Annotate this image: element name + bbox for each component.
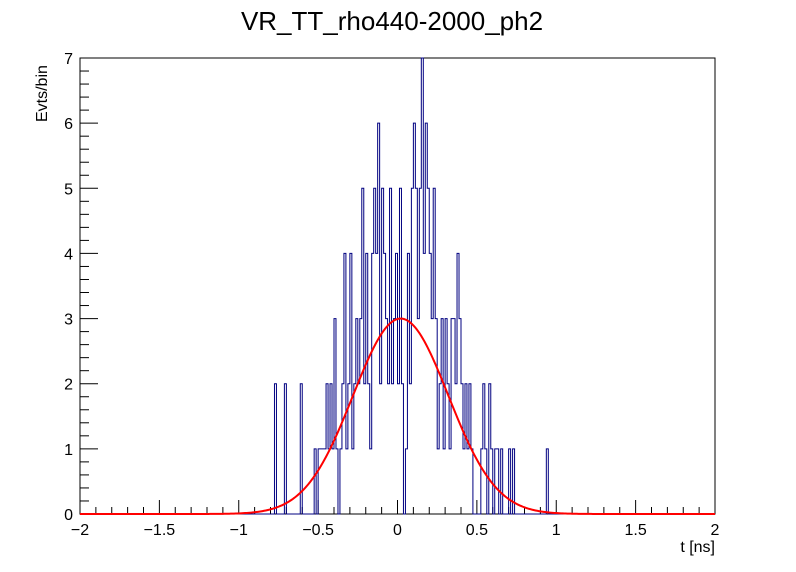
- y-tick-label: 2: [64, 377, 73, 394]
- chart-title: VR_TT_rho440-2000_ph2: [241, 6, 543, 36]
- x-tick-label: −2: [71, 522, 89, 539]
- y-tick-label: 4: [64, 246, 73, 263]
- x-tick-label: 0.5: [466, 522, 488, 539]
- histogram-series: [80, 57, 715, 515]
- y-tick-label: 0: [64, 507, 73, 524]
- gaussian-fit-curve: [80, 317, 715, 515]
- x-tick-label: 1.5: [625, 522, 647, 539]
- plot-area: −2 −1.5 −1 −0.5 0 0.5 1 1.5 2 0 1 2 3 4 5 6 7: [64, 51, 719, 539]
- x-tick-label: −0.5: [302, 522, 334, 539]
- x-axis-label: t [ns]: [680, 539, 715, 556]
- x-tick-label: −1: [230, 522, 248, 539]
- y-tick-label: 3: [64, 312, 73, 329]
- y-tick-label: 7: [64, 51, 73, 68]
- x-tick-label: 2: [711, 522, 720, 539]
- y-tick-label: 5: [64, 181, 73, 198]
- x-tick-label: −1.5: [144, 522, 176, 539]
- x-tick-label: 1: [552, 522, 561, 539]
- y-tick-label: 1: [64, 442, 73, 459]
- y-tick-label: 6: [64, 116, 73, 133]
- x-tick-label: 0: [393, 522, 402, 539]
- y-axis-label: Evts/bin: [34, 65, 51, 122]
